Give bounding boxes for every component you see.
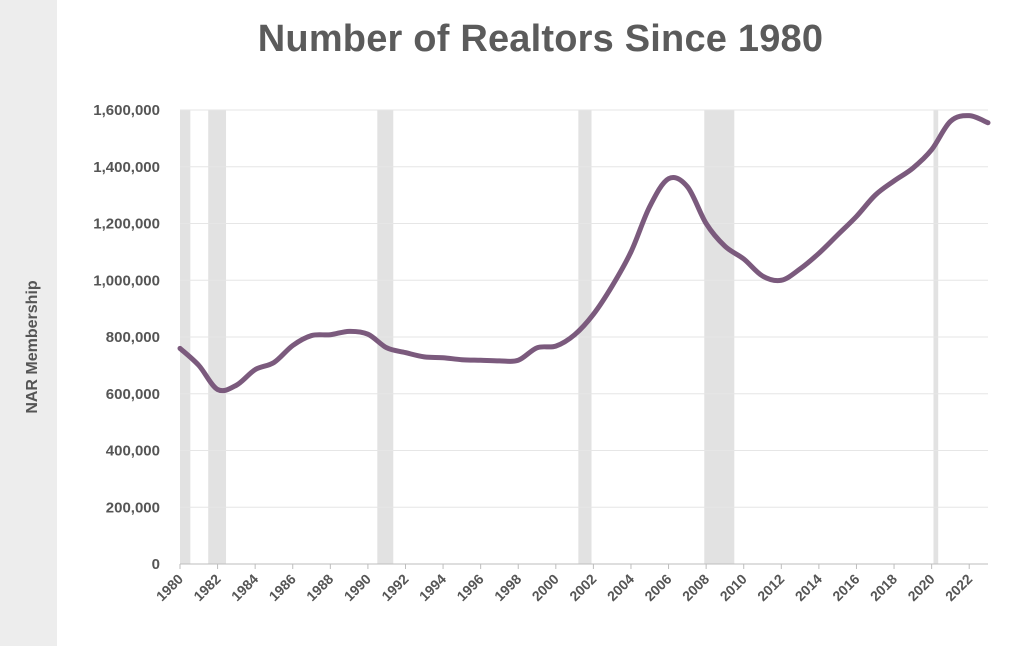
x-tick-label: 2002 <box>566 571 599 604</box>
x-tick-label: 2006 <box>641 571 674 604</box>
x-tick-label: 2016 <box>829 571 862 604</box>
y-tick-label: 1,600,000 <box>93 102 160 119</box>
x-tick-label: 2014 <box>792 571 825 604</box>
y-tick-label: 200,000 <box>106 499 160 516</box>
x-tick-label: 2022 <box>942 571 975 604</box>
x-tick-label: 2018 <box>867 571 900 604</box>
x-tick-label: 1992 <box>378 571 411 604</box>
x-tick-label: 2012 <box>754 571 787 604</box>
y-tick-label: 400,000 <box>106 443 160 460</box>
x-tick-label: 2020 <box>904 571 937 604</box>
x-tick-label: 1984 <box>228 571 261 604</box>
nar-membership-line <box>177 113 991 394</box>
x-tick-label: 2010 <box>716 571 749 604</box>
x-tick-label: 1982 <box>190 571 223 604</box>
y-tick-label: 1,000,000 <box>93 272 160 289</box>
chart-title: Number of Realtors Since 1980 <box>257 18 824 60</box>
y-tick-label: 800,000 <box>106 329 160 346</box>
left-margin-strip <box>0 0 57 646</box>
y-axis-label: NAR Membership <box>24 280 41 414</box>
x-tick-label: 2000 <box>529 571 562 604</box>
gridlines <box>180 109 988 508</box>
x-tick-label: 2008 <box>679 571 712 604</box>
y-tick-label: 600,000 <box>106 386 160 403</box>
x-tick-label: 1980 <box>153 571 186 604</box>
x-tick-label: 1990 <box>341 571 374 604</box>
x-tick-label: 1988 <box>303 571 336 604</box>
y-tick-label: 0 <box>152 556 160 573</box>
y-axis-ticks: 0 200,000 400,000 600,000 800,000 1,000,000 1,… <box>93 102 160 573</box>
y-tick-label: 1,200,000 <box>93 216 160 233</box>
x-axis-ticks: 1980 1982 1984 1986 1988 1990 1992 1994 1996 1998… <box>153 564 975 604</box>
x-tick-label: 2004 <box>604 571 637 604</box>
x-tick-label: 1996 <box>453 571 486 604</box>
x-tick-label: 1986 <box>266 571 299 604</box>
y-tick-label: 1,400,000 <box>93 159 160 176</box>
x-tick-label: 1998 <box>491 571 524 604</box>
x-tick-label: 1994 <box>416 571 449 604</box>
